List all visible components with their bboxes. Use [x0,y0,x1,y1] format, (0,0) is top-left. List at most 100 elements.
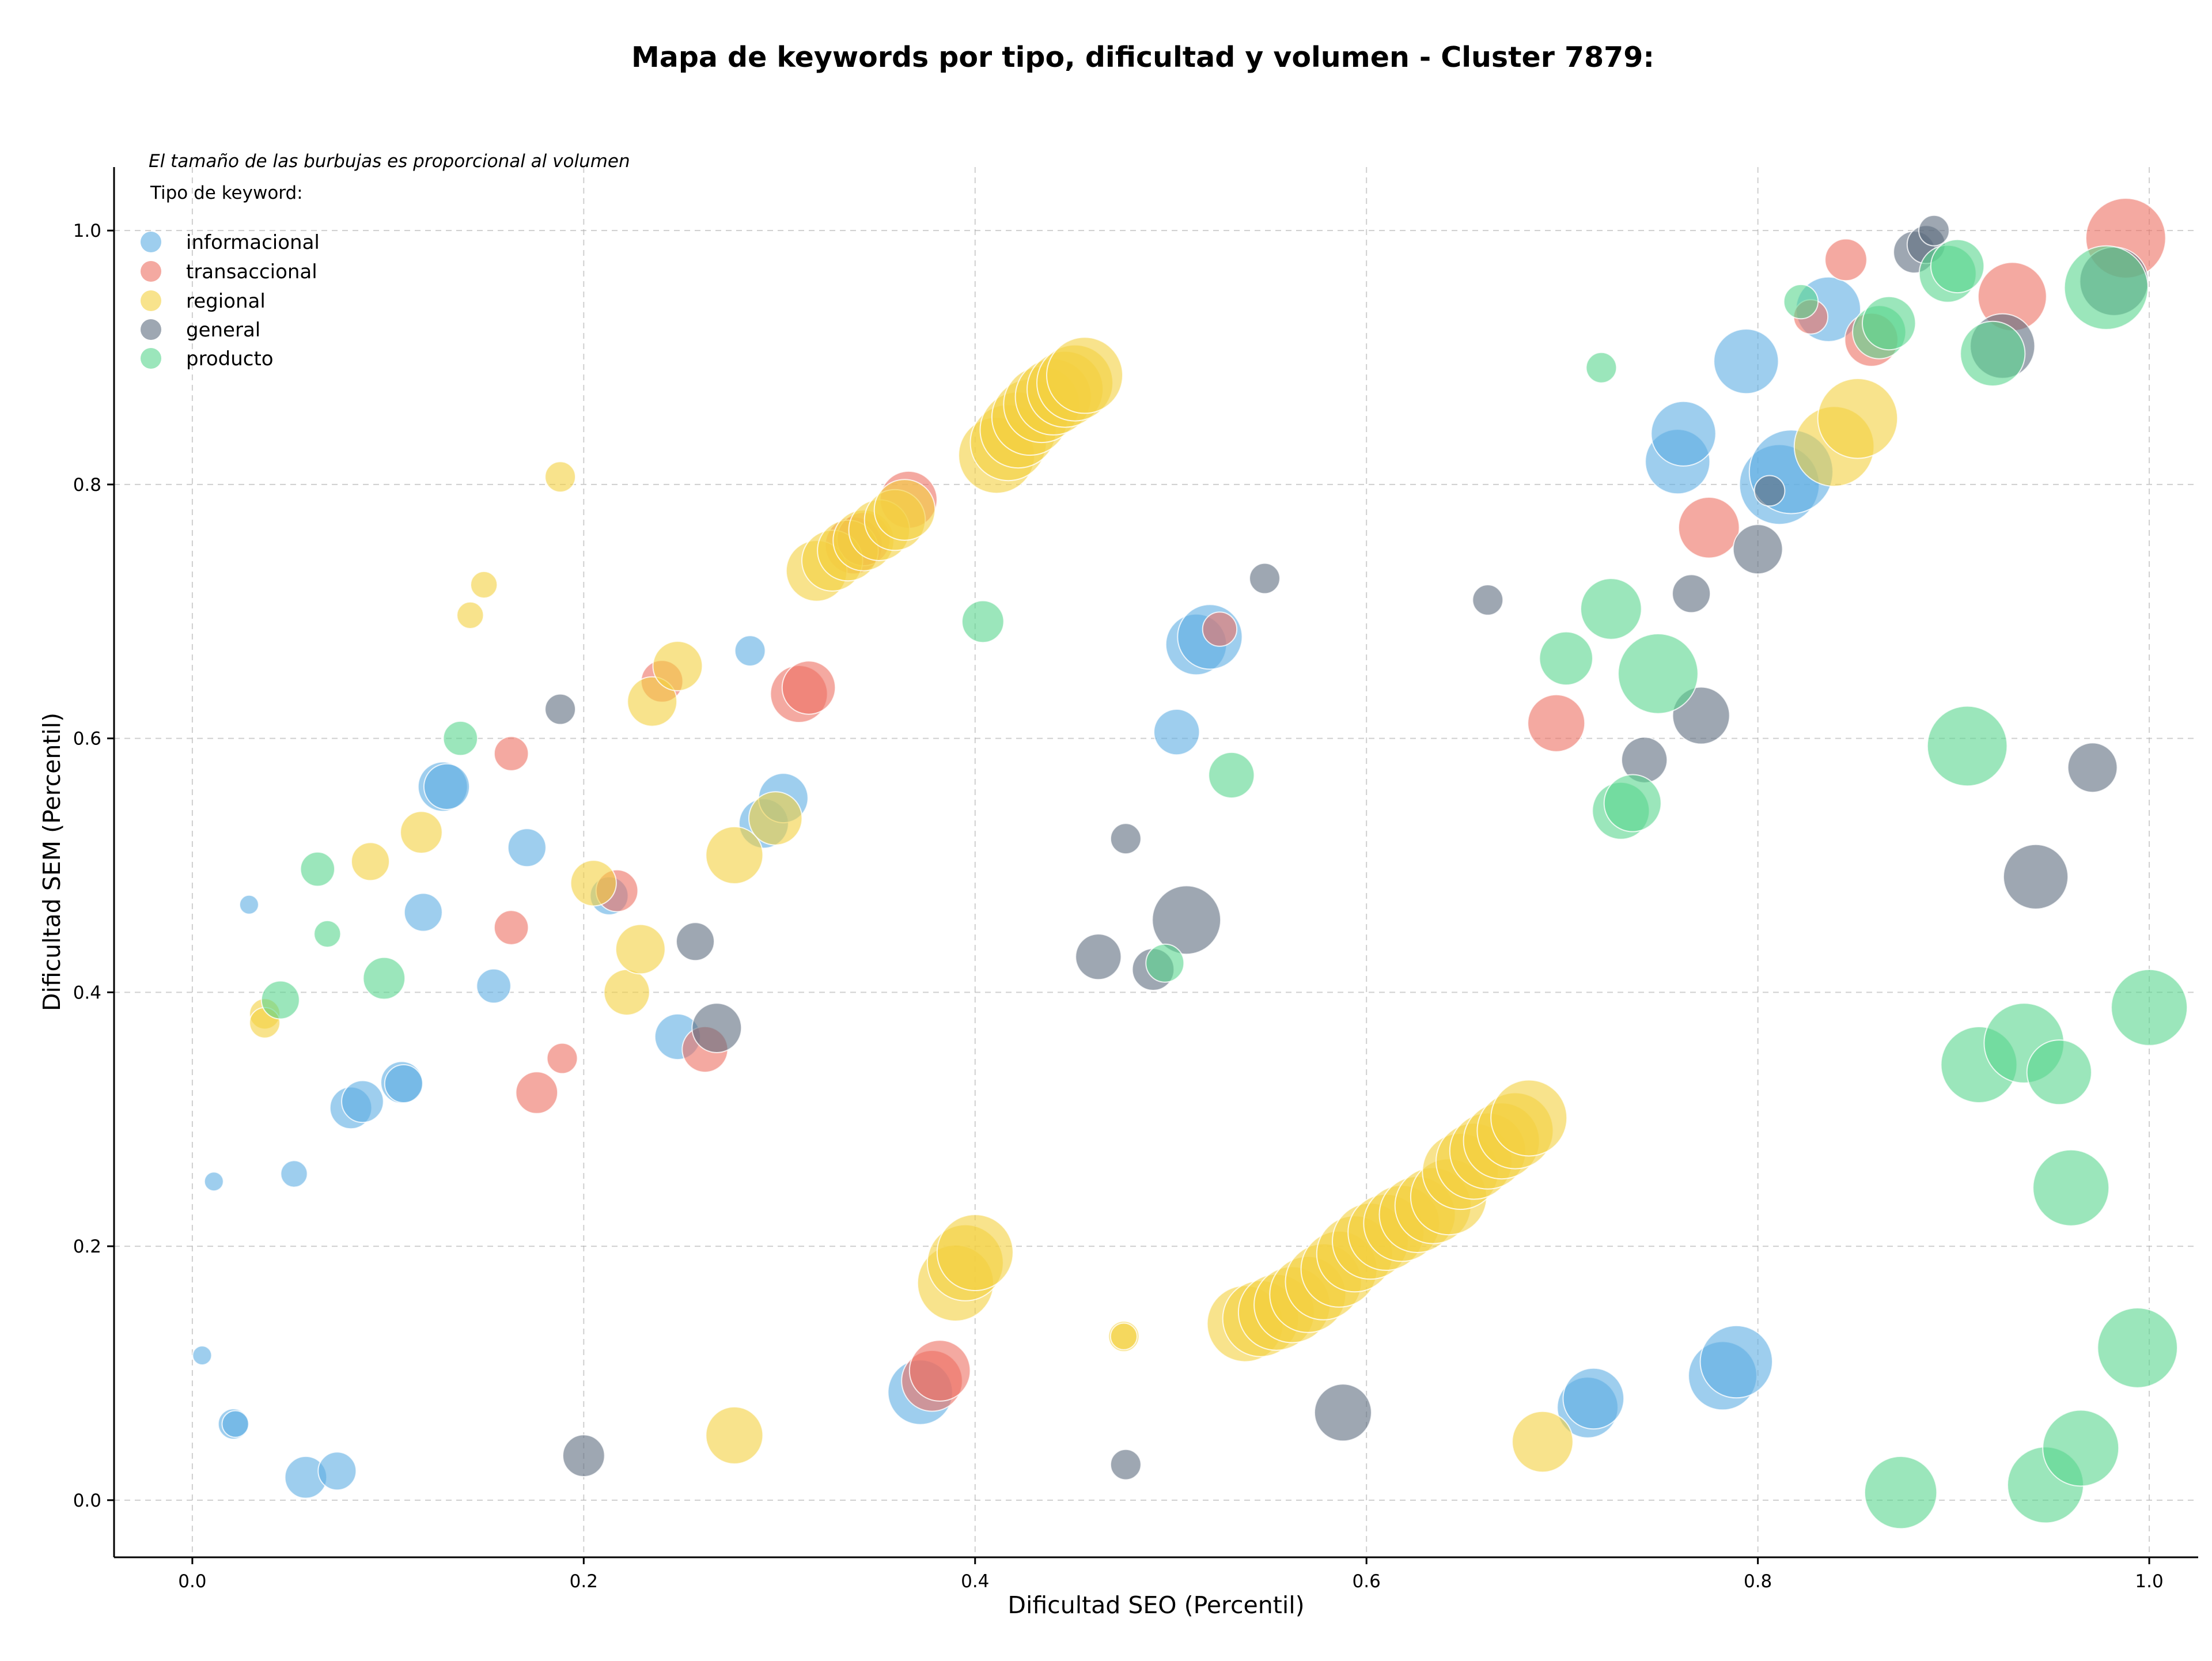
bubble-informacional[interactable] [476,968,512,1004]
bubble-general[interactable] [1109,1448,1142,1481]
bubble-producto[interactable] [1585,351,1618,384]
bubble-general[interactable] [1109,823,1142,855]
bubble-informacional[interactable] [238,894,259,915]
bubble-informacional[interactable] [280,1160,308,1188]
bubble-producto[interactable] [1863,1455,1938,1530]
bubble-informacional[interactable] [507,828,547,868]
bubble-transaccional[interactable] [515,1071,559,1114]
bubble-informacional[interactable] [734,635,766,667]
bubble-transaccional[interactable] [908,1340,971,1402]
bubble-informacional[interactable] [317,1451,357,1491]
bubble-producto[interactable] [1926,705,2008,787]
bubble-general[interactable] [1732,524,1783,575]
bubble-regional[interactable] [1490,1079,1568,1157]
bubble-general[interactable] [2002,843,2069,910]
bubble-transaccional[interactable] [546,1042,578,1074]
bubble-producto[interactable] [313,920,342,948]
bubble-regional[interactable] [470,570,498,599]
bubble-general[interactable] [1918,214,1950,247]
bubble-informacional[interactable] [221,1410,249,1438]
bubble-informacional[interactable] [1650,400,1717,467]
bubble-general[interactable] [2067,742,2118,793]
bubble-informacional[interactable] [1699,1325,1774,1399]
bubble-producto[interactable] [2097,1307,2178,1388]
bubble-producto[interactable] [1862,296,1916,351]
legend-marker-transaccional [141,261,161,282]
bubble-producto[interactable] [2063,245,2149,330]
bubble-informacional[interactable] [341,1080,384,1123]
bubble-regional[interactable] [1817,378,1899,459]
bubble-transaccional[interactable] [781,660,836,715]
bubble-informacional[interactable] [192,1345,213,1366]
bubble-informacional[interactable] [1562,1367,1625,1430]
bubble-transaccional[interactable] [493,736,529,771]
bubble-general[interactable] [544,693,576,725]
bubble-regional[interactable] [1512,1410,1574,1473]
bubble-regional[interactable] [544,461,576,493]
bubble-regional[interactable] [615,924,666,975]
bubble-producto[interactable] [2032,1149,2110,1227]
bubble-producto[interactable] [1539,631,1593,686]
bubble-regional[interactable] [603,968,650,1016]
bubble-informacional[interactable] [203,1171,224,1192]
x-tick-label: 0.6 [1353,1571,1381,1592]
bubble-general[interactable] [1249,562,1281,595]
bubble-producto[interactable] [1618,633,1699,714]
bubble-regional[interactable] [873,479,936,541]
bubble-regional[interactable] [705,826,764,884]
bubble-regional[interactable] [627,676,678,727]
bubble-general[interactable] [562,1434,605,1477]
bubble-transaccional[interactable] [493,910,529,945]
bubble-general[interactable] [1313,1383,1372,1442]
bubble-regional[interactable] [1109,1322,1138,1350]
bubble-regional[interactable] [652,641,703,691]
bubble-regional[interactable] [456,601,484,630]
legend-item-producto[interactable]: producto [141,347,274,370]
bubble-informacional[interactable] [423,763,471,811]
bubble-producto[interactable] [300,851,335,887]
bubble-producto[interactable] [442,720,478,756]
bubble-producto[interactable] [362,956,406,1000]
bubble-transaccional[interactable] [1677,497,1740,559]
bubble-regional[interactable] [1046,336,1123,414]
bubble-general[interactable] [1672,574,1711,614]
bubble-regional[interactable] [351,842,390,881]
y-tick-label: 0.8 [73,475,101,495]
bubble-general[interactable] [1472,584,1504,616]
bubble-informacional[interactable] [384,1064,423,1103]
bubble-informacional[interactable] [403,892,443,932]
bubble-general[interactable] [676,922,715,962]
bubble-regional[interactable] [400,811,443,854]
bubble-transaccional[interactable] [1824,238,1868,282]
bubble-producto[interactable] [2026,1039,2092,1106]
bubble-producto[interactable] [1603,774,1662,833]
bubble-regional[interactable] [748,791,803,846]
bubble-informacional[interactable] [1713,328,1779,395]
bubble-regional[interactable] [936,1214,1014,1292]
bubble-informacional[interactable] [1153,709,1200,756]
bubble-producto[interactable] [1580,578,1642,640]
bubble-producto[interactable] [1960,320,2026,387]
bubble-producto[interactable] [961,600,1005,644]
bubble-transaccional[interactable] [1202,611,1238,647]
bubble-producto[interactable] [1783,283,1819,320]
bubble-producto[interactable] [1930,239,1985,294]
legend-label-producto: producto [186,347,274,370]
legend-item-informacional[interactable]: informacional [141,231,320,254]
bubble-producto[interactable] [2042,1409,2120,1487]
bubble-transaccional[interactable] [1527,694,1586,752]
legend-item-transaccional[interactable]: transaccional [141,260,317,283]
bubble-general[interactable] [691,1002,743,1053]
legend-item-regional[interactable]: regional [141,290,266,313]
legend-item-general[interactable]: general [141,319,260,342]
bubble-general[interactable] [1753,475,1786,507]
bubble-producto[interactable] [1145,943,1185,983]
bubble-producto[interactable] [2111,968,2188,1046]
bubble-general[interactable] [1152,885,1222,955]
bubble-producto[interactable] [260,980,300,1020]
bubble-regional[interactable] [570,860,617,907]
bubble-producto[interactable] [1208,751,1255,799]
legend: informacional transaccional regional gen… [141,231,320,370]
bubble-general[interactable] [1075,933,1122,981]
bubble-regional[interactable] [705,1406,764,1465]
